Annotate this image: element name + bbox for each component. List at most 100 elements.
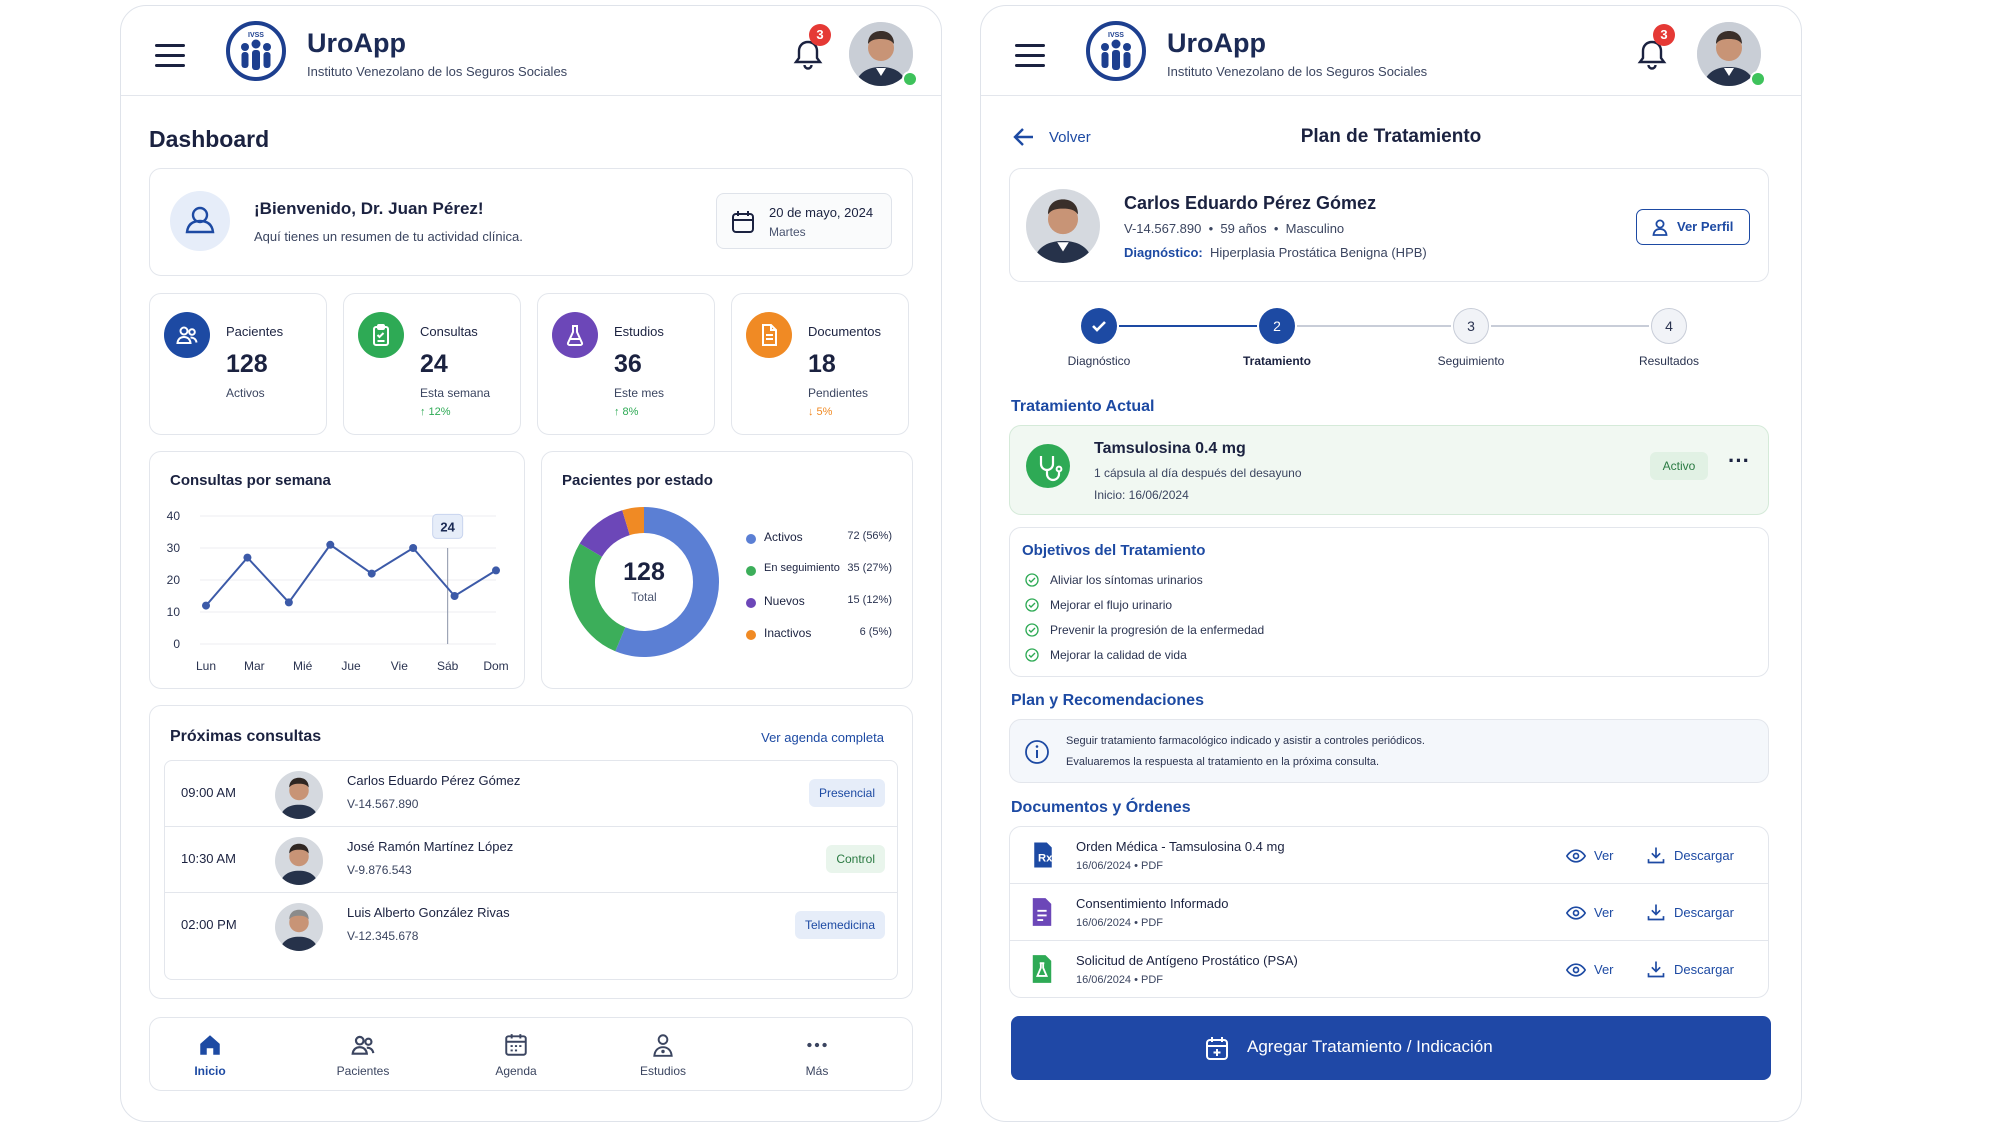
stat-card-documentos[interactable]: Documentos 18 Pendientes ↓ 5% (731, 293, 909, 435)
check-circle-icon (1024, 647, 1040, 663)
patient-card: Carlos Eduardo Pérez Gómez V-14.567.890 … (1009, 168, 1769, 282)
x-tick-label: Sáb (437, 659, 459, 673)
download-icon (1646, 959, 1666, 984)
date-chip[interactable]: 20 de mayo, 2024 Martes (716, 193, 892, 249)
weekly-line-chart: 0 10 20 30 40 Lun Mar Mié Jue Vie Sáb Dom 24 (167, 509, 509, 673)
appointment-type-chip: Control (826, 845, 885, 873)
step-label: Seguimiento (1437, 354, 1505, 368)
diagnosis-value: Hiperplasia Prostática Benigna (HPB) (1209, 245, 1427, 260)
document-row: Consentimiento Informado 16/06/2024 • PDF… (1010, 884, 1768, 941)
date-text: 20 de mayo, 2024 (769, 205, 874, 220)
recommendations-heading: Plan y Recomendaciones (1011, 692, 1204, 709)
document-name: Orden Médica - Tamsulosina 0.4 mg (1076, 839, 1285, 854)
nav-item-inicio[interactable]: Inicio (160, 1026, 260, 1084)
step-resultados[interactable]: 4 (1651, 308, 1687, 344)
goal-item: Aliviar los síntomas urinarios (1050, 573, 1203, 587)
app-header: IVSS UroApp Instituto Venezolano de los … (121, 6, 941, 96)
view-agenda-link[interactable]: Ver agenda completa (761, 730, 884, 745)
doctor-icon (650, 1032, 676, 1058)
nav-item-más[interactable]: Más (767, 1026, 867, 1084)
view-label: Ver (1594, 905, 1614, 920)
weekly-chart-title: Consultas por semana (170, 472, 331, 489)
stat-value: 24 (420, 350, 448, 378)
document-meta: 16/06/2024 • PDF (1076, 917, 1164, 929)
users-icon (164, 312, 210, 358)
app-subtitle: Instituto Venezolano de los Seguros Soci… (1167, 64, 1428, 79)
stat-label: Estudios (614, 324, 664, 339)
bottom-nav: Inicio Pacientes Agenda Estudios Más (149, 1017, 913, 1091)
stat-label: Pacientes (226, 324, 284, 339)
menu-icon[interactable] (155, 44, 185, 68)
data-point (243, 553, 252, 562)
add-treatment-button[interactable]: Agregar Tratamiento / Indicación (1011, 1016, 1771, 1080)
current-treatment-heading: Tratamiento Actual (1011, 398, 1155, 415)
x-tick-label: Vie (391, 659, 408, 673)
stepper-connector (1491, 325, 1649, 327)
legend-swatch (746, 566, 756, 576)
view-document-button[interactable]: Ver (1565, 902, 1626, 924)
upcoming-list: 09:00 AM Carlos Eduardo Pérez Gómez V-14.5… (164, 760, 898, 980)
welcome-subtitle: Aquí tienes un resumen de tu actividad c… (254, 229, 523, 244)
stat-label: Documentos (808, 324, 881, 339)
nav-label: Pacientes (336, 1064, 390, 1078)
step-label: Tratamiento (1242, 354, 1311, 368)
download-document-button[interactable]: Descargar (1646, 902, 1756, 924)
more-options-icon[interactable]: ··· (1728, 448, 1750, 473)
stethoscope-icon (1026, 444, 1070, 488)
nav-item-pacientes[interactable]: Pacientes (313, 1026, 413, 1084)
info-icon (1025, 740, 1049, 764)
status-chart-title: Pacientes por estado (562, 472, 713, 489)
online-status-dot (902, 71, 918, 87)
patient-diagnosis: Diagnóstico: Hiperplasia Prostática Beni… (1124, 245, 1427, 260)
view-document-button[interactable]: Ver (1565, 845, 1626, 867)
check-icon (1092, 321, 1106, 332)
step-seguimiento[interactable]: 3 (1453, 308, 1489, 344)
appointment-row[interactable]: 02:00 PM Luis Alberto González Rivas V-12.… (165, 893, 897, 959)
arrow-left-icon (1013, 128, 1033, 146)
stat-card-pacientes[interactable]: Pacientes 128 Activos (149, 293, 327, 435)
recommendation-line-1: Seguir tratamiento farmacológico indicad… (1066, 735, 1425, 747)
document-meta: 16/06/2024 • PDF (1076, 860, 1164, 872)
nav-item-agenda[interactable]: Agenda (466, 1026, 566, 1084)
document-date: 16/06/2024 (1076, 917, 1132, 929)
welcome-card: ¡Bienvenido, Dr. Juan Pérez! Aquí tienes… (149, 168, 913, 276)
document-date: 16/06/2024 (1076, 860, 1132, 872)
step-diagnóstico[interactable] (1081, 308, 1117, 344)
nav-label: Agenda (495, 1064, 537, 1078)
appointment-row[interactable]: 10:30 AM José Ramón Martínez López V-9.876… (165, 827, 897, 893)
document-format: PDF (1141, 974, 1164, 986)
appointment-patient: Luis Alberto González Rivas (347, 905, 510, 920)
download-document-button[interactable]: Descargar (1646, 845, 1756, 867)
appointment-patient: José Ramón Martínez López (347, 839, 514, 854)
page-title: Dashboard (149, 126, 270, 152)
status-chip: Activo (1650, 452, 1708, 480)
calendar-icon (503, 1032, 529, 1058)
step-tratamiento[interactable]: 2 (1259, 308, 1295, 344)
status-donut-chart (569, 507, 719, 657)
appointment-row[interactable]: 09:00 AM Carlos Eduardo Pérez Gómez V-14.5… (165, 761, 897, 827)
user-avatar[interactable] (849, 22, 913, 86)
eye-icon (1565, 846, 1587, 871)
stat-card-consultas[interactable]: Consultas 24 Esta semana ↑ 12% (343, 293, 521, 435)
appointment-patient-id: V-12.345.678 (347, 929, 419, 943)
nav-item-estudios[interactable]: Estudios (613, 1026, 713, 1084)
x-tick-label: Mié (293, 659, 313, 673)
app-name: UroApp (307, 28, 406, 58)
document-row: Rx Orden Médica - Tamsulosina 0.4 mg 16/06… (1010, 827, 1768, 884)
flask-icon (552, 312, 598, 358)
stat-caption: Este mes (614, 386, 665, 400)
legend-value: 72 (56%) (847, 530, 892, 542)
stat-caption: Activos (226, 386, 265, 400)
legend-label: Nuevos (764, 594, 805, 608)
legend-value: 15 (12%) (847, 594, 892, 606)
view-document-button[interactable]: Ver (1565, 959, 1626, 981)
stat-card-estudios[interactable]: Estudios 36 Este mes ↑ 8% (537, 293, 715, 435)
view-profile-button[interactable]: Ver Perfil (1636, 209, 1750, 245)
back-label: Volver (1049, 129, 1091, 146)
download-document-button[interactable]: Descargar (1646, 959, 1756, 981)
appointment-type-chip: Telemedicina (794, 911, 885, 939)
document-format: PDF (1141, 917, 1164, 929)
back-button[interactable]: Volver (1011, 124, 1111, 152)
menu-icon[interactable] (1015, 44, 1045, 68)
x-tick-label: Dom (483, 659, 508, 673)
